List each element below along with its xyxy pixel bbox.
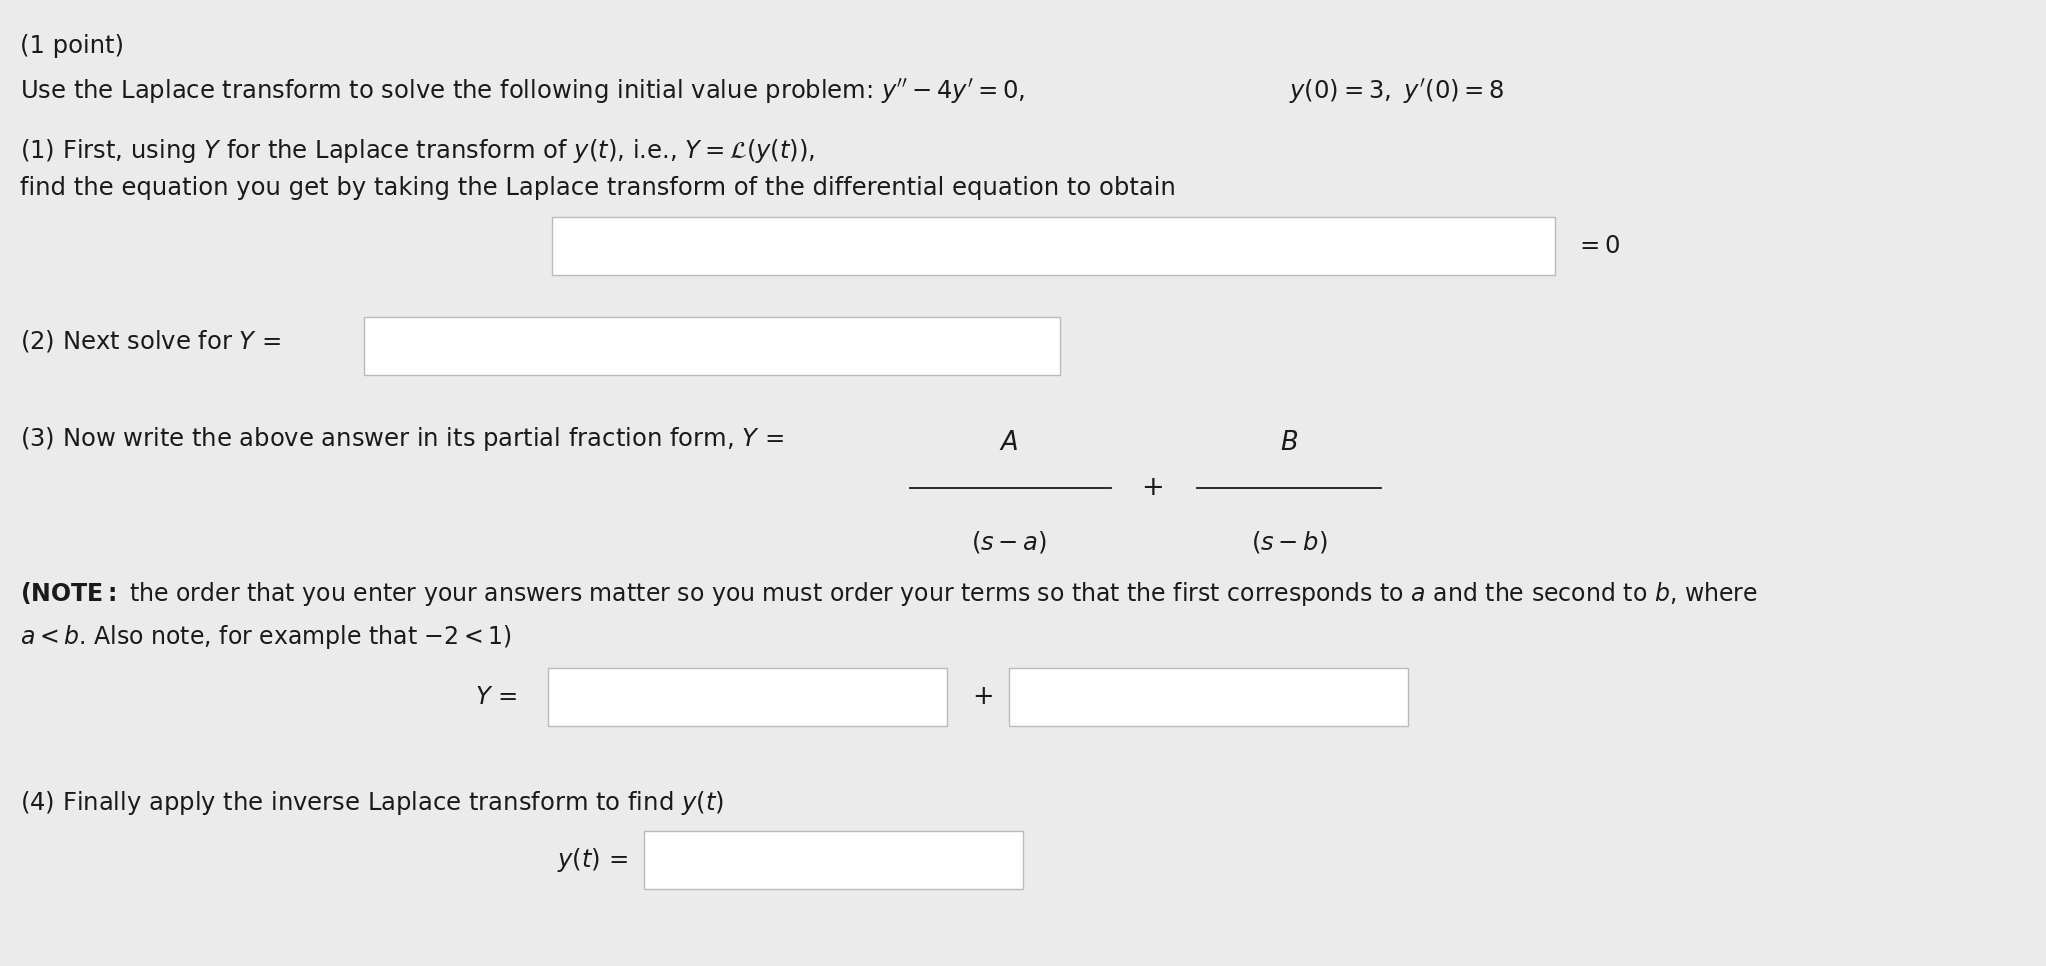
Text: $+$: $+$ — [972, 685, 992, 710]
Text: (2) Next solve for $Y$ =: (2) Next solve for $Y$ = — [20, 328, 282, 355]
Text: find the equation you get by taking the Laplace transform of the differential eq: find the equation you get by taking the … — [20, 176, 1176, 200]
Text: $a < b$. Also note, for example that $-2 < 1$): $a < b$. Also note, for example that $-2… — [20, 623, 511, 651]
Text: $Y$ =: $Y$ = — [475, 686, 518, 709]
Text: $(s-b)$: $(s-b)$ — [1250, 529, 1328, 555]
FancyBboxPatch shape — [644, 831, 1023, 889]
Text: $y(t)$ =: $y(t)$ = — [557, 846, 628, 873]
FancyBboxPatch shape — [548, 668, 947, 726]
Text: (1) First, using $Y$ for the Laplace transform of $y(t)$, i.e., $Y = \mathcal{L}: (1) First, using $Y$ for the Laplace tra… — [20, 137, 816, 165]
FancyBboxPatch shape — [364, 317, 1060, 375]
Text: (3) Now write the above answer in its partial fraction form, $Y$ =: (3) Now write the above answer in its pa… — [20, 425, 784, 453]
FancyBboxPatch shape — [552, 217, 1555, 275]
Text: $+$: $+$ — [1142, 475, 1162, 500]
Text: $B$: $B$ — [1281, 430, 1297, 456]
Text: $(s-a)$: $(s-a)$ — [970, 529, 1048, 555]
Text: $A$: $A$ — [998, 430, 1019, 456]
Text: (4) Finally apply the inverse Laplace transform to find $y(t)$: (4) Finally apply the inverse Laplace tr… — [20, 789, 724, 817]
Text: Use the Laplace transform to solve the following initial value problem: $y'' - 4: Use the Laplace transform to solve the f… — [20, 77, 1025, 106]
Text: $\mathbf{(NOTE:}$ the order that you enter your answers matter so you must order: $\mathbf{(NOTE:}$ the order that you ent… — [20, 580, 1758, 608]
Text: $y(0) = 3,\ y'(0) = 8$: $y(0) = 3,\ y'(0) = 8$ — [1289, 77, 1504, 106]
Text: (1 point): (1 point) — [20, 34, 125, 58]
FancyBboxPatch shape — [1009, 668, 1408, 726]
Text: $= 0$: $= 0$ — [1575, 235, 1620, 258]
